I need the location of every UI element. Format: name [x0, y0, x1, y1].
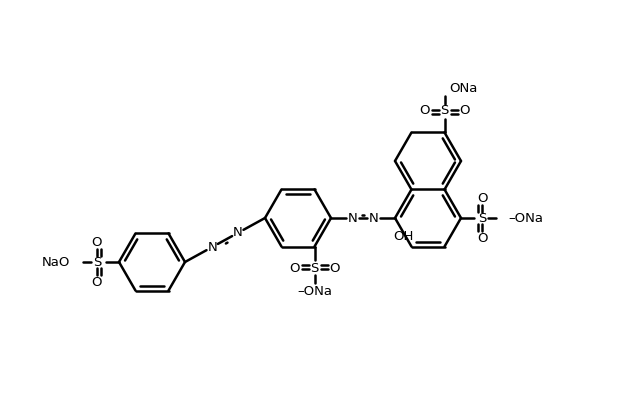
Text: –ONa: –ONa — [508, 211, 543, 224]
Text: N: N — [207, 240, 217, 254]
Text: S: S — [478, 211, 486, 224]
Text: O: O — [289, 262, 300, 275]
Text: NaO: NaO — [42, 256, 70, 269]
Text: O: O — [419, 104, 429, 117]
Text: N: N — [233, 226, 243, 240]
Text: O: O — [92, 236, 102, 248]
Text: S: S — [93, 256, 101, 269]
Text: N: N — [369, 211, 378, 224]
Text: –ONa: –ONa — [297, 285, 332, 298]
Text: O: O — [329, 262, 340, 275]
Text: O: O — [460, 104, 470, 117]
Text: S: S — [440, 104, 449, 117]
Text: O: O — [477, 191, 487, 205]
Text: O: O — [92, 275, 102, 289]
Text: S: S — [310, 262, 319, 275]
Text: N: N — [348, 211, 358, 224]
Text: O: O — [477, 232, 487, 244]
Text: OH: OH — [393, 230, 413, 242]
Text: ONa: ONa — [449, 82, 478, 95]
